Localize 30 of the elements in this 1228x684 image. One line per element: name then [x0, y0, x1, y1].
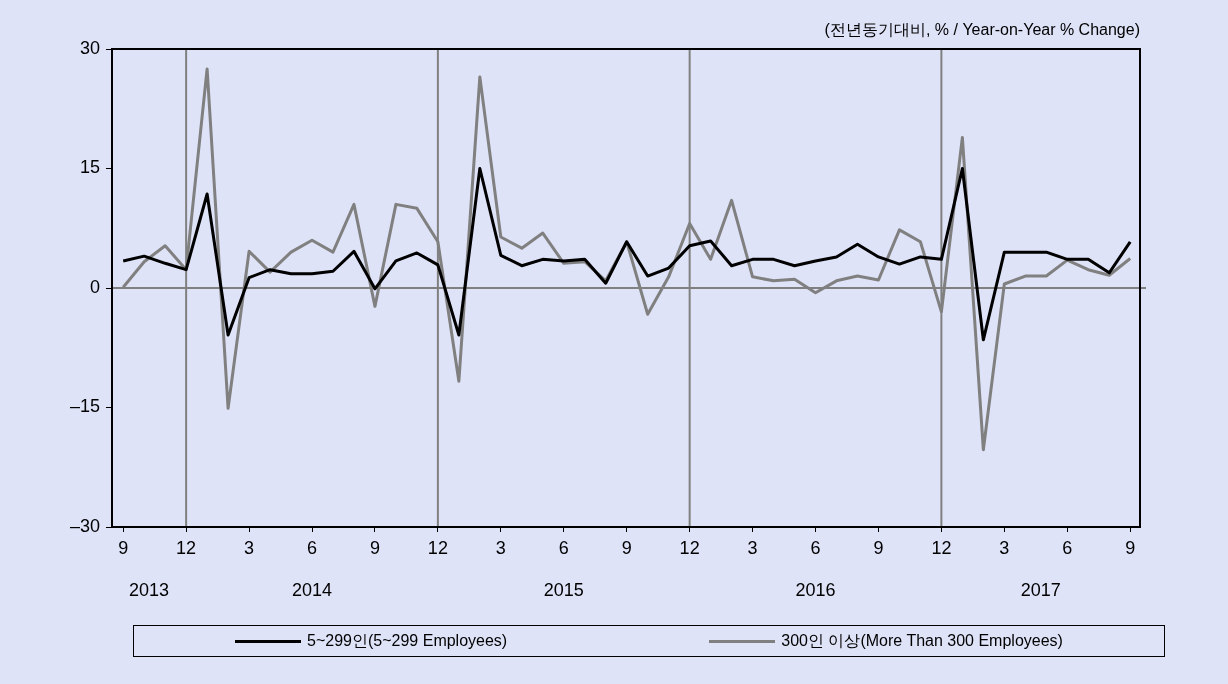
text: 2016: [795, 579, 836, 600]
x-tick-label: 3: [999, 537, 1010, 558]
x-tick-label: 9: [1125, 537, 1136, 558]
y-tick-label: 0: [89, 276, 100, 297]
x-tick-label: 9: [118, 537, 129, 558]
text: 2015: [543, 579, 584, 600]
y-tick-label: –30: [69, 515, 100, 536]
text: 2014: [291, 579, 333, 600]
x-tick-label: 6: [558, 537, 569, 558]
y-tick-label: 15: [79, 157, 100, 178]
x-tick-label: 3: [747, 537, 758, 558]
text: 2013: [129, 579, 170, 600]
x-tick-label: 9: [369, 537, 380, 558]
y-tick-label: 30: [79, 37, 100, 58]
x-tick-label: 6: [1062, 537, 1073, 558]
x-tick-label: 9: [621, 537, 632, 558]
x-tick-label: 12: [931, 537, 952, 558]
x-tick-label: 3: [244, 537, 255, 558]
x-tick-label: 12: [679, 537, 700, 558]
text: 2017: [1020, 579, 1061, 600]
x-tick-label: 3: [495, 537, 506, 558]
legend-label: 5~299인(5~299 Employees): [307, 630, 508, 651]
y-tick-label: –15: [69, 396, 100, 417]
x-tick-label: 6: [307, 537, 318, 558]
x-tick-label: 12: [176, 537, 197, 558]
legend-label: 300인 이상(More Than 300 Employees): [781, 630, 1063, 651]
x-tick-label: 12: [427, 537, 448, 558]
y-axis-title: (전년동기대비, % / Year-on-Year % Change): [824, 21, 1140, 39]
x-tick-label: 6: [810, 537, 821, 558]
x-tick-label: 9: [873, 537, 884, 558]
